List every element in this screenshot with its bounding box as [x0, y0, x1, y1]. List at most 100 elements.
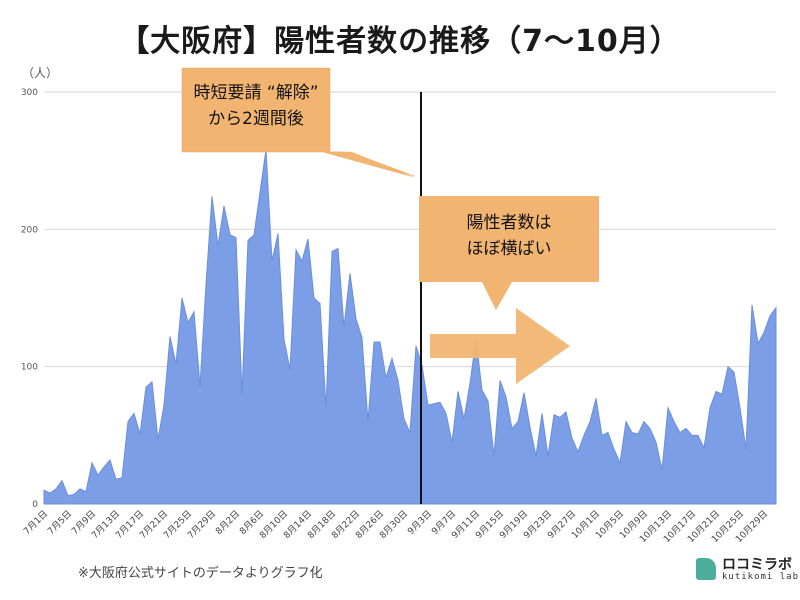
data-point — [223, 205, 225, 207]
data-point — [163, 404, 165, 406]
data-point — [49, 492, 51, 494]
callout-text-1: 時短要請 “解除” から2週間後 — [182, 80, 330, 133]
data-point — [505, 396, 507, 398]
data-point — [625, 421, 627, 423]
data-point — [385, 377, 387, 379]
y-tick-label: 200 — [21, 225, 38, 235]
data-point — [205, 283, 207, 285]
data-point — [319, 302, 321, 304]
trend-arrow — [430, 308, 570, 384]
data-point — [649, 427, 651, 429]
data-point — [259, 191, 261, 193]
data-point — [601, 434, 603, 436]
data-point — [655, 441, 657, 443]
data-point — [727, 366, 729, 368]
data-point — [157, 438, 159, 440]
data-point — [499, 379, 501, 381]
data-point — [343, 326, 345, 328]
data-point — [685, 427, 687, 429]
data-point — [409, 432, 411, 434]
data-point — [775, 307, 777, 309]
data-point — [643, 421, 645, 423]
data-point — [715, 390, 717, 392]
y-tick-label: 100 — [21, 363, 38, 373]
x-tick-label: 9月3日 — [406, 508, 435, 537]
data-point — [763, 331, 765, 333]
y-axis-unit: （人） — [22, 66, 59, 80]
x-tick-label: 7月1日 — [22, 508, 51, 537]
brand-logo: ロコミラボ kutikomi lab — [696, 554, 798, 586]
data-point — [115, 478, 117, 480]
data-point — [91, 462, 93, 464]
data-point — [151, 381, 153, 383]
data-point — [307, 238, 309, 240]
data-point — [751, 304, 753, 306]
data-point — [703, 447, 705, 449]
data-point — [709, 407, 711, 409]
data-point — [607, 432, 609, 434]
data-point — [349, 272, 351, 274]
logo-name: ロコミラボ — [722, 557, 792, 573]
data-point — [469, 382, 471, 384]
callout-bubble-2 — [419, 196, 599, 282]
data-point — [313, 297, 315, 299]
data-point — [463, 418, 465, 420]
data-point — [337, 248, 339, 250]
data-point — [667, 407, 669, 409]
data-point — [661, 469, 663, 471]
data-point — [757, 342, 759, 344]
data-point — [637, 433, 639, 435]
source-note: ※大阪府公式サイトのデータよりグラフ化 — [78, 566, 323, 581]
callout-1-line-1: 時短要請 “解除” — [193, 83, 319, 103]
data-point — [67, 495, 69, 497]
data-point — [517, 421, 519, 423]
data-point — [247, 239, 249, 241]
data-point — [745, 448, 747, 450]
data-point — [289, 368, 291, 370]
data-point — [85, 491, 87, 493]
data-point — [277, 232, 279, 234]
data-point — [187, 322, 189, 324]
chart-title: 【大阪府】陽性者数の推移（7〜10月） — [119, 24, 681, 59]
data-point — [43, 489, 45, 491]
x-tick-label: 7月5日 — [46, 508, 75, 537]
data-point — [229, 234, 231, 236]
data-point — [61, 480, 63, 482]
data-point — [679, 432, 681, 434]
data-point — [145, 386, 147, 388]
data-point — [109, 459, 111, 461]
logo-subtitle: kutikomi lab — [722, 572, 800, 582]
data-point — [235, 237, 237, 239]
data-point — [589, 421, 591, 423]
data-point — [181, 297, 183, 299]
data-point — [613, 448, 615, 450]
y-tick-label: 300 — [21, 88, 38, 98]
data-point — [355, 318, 357, 320]
data-point — [211, 195, 213, 197]
data-point — [325, 407, 327, 409]
data-point — [55, 488, 57, 490]
data-point — [583, 434, 585, 436]
data-point — [241, 393, 243, 395]
data-point — [433, 403, 435, 405]
callout-bubble-1 — [181, 67, 415, 177]
data-point — [697, 434, 699, 436]
data-point — [295, 249, 297, 251]
x-tick-label: 8月2日 — [214, 508, 243, 537]
data-point — [577, 451, 579, 453]
data-point — [535, 455, 537, 457]
data-point — [373, 341, 375, 343]
data-point — [721, 393, 723, 395]
data-point — [415, 345, 417, 347]
data-point — [97, 474, 99, 476]
logo-mark-icon — [696, 558, 716, 580]
data-point — [283, 338, 285, 340]
data-point — [445, 412, 447, 414]
data-point — [133, 412, 135, 414]
y-tick-label: 0 — [32, 500, 38, 510]
data-point — [175, 363, 177, 365]
data-point — [73, 493, 75, 495]
data-point — [619, 462, 621, 464]
data-point — [511, 427, 513, 429]
data-point — [487, 400, 489, 402]
